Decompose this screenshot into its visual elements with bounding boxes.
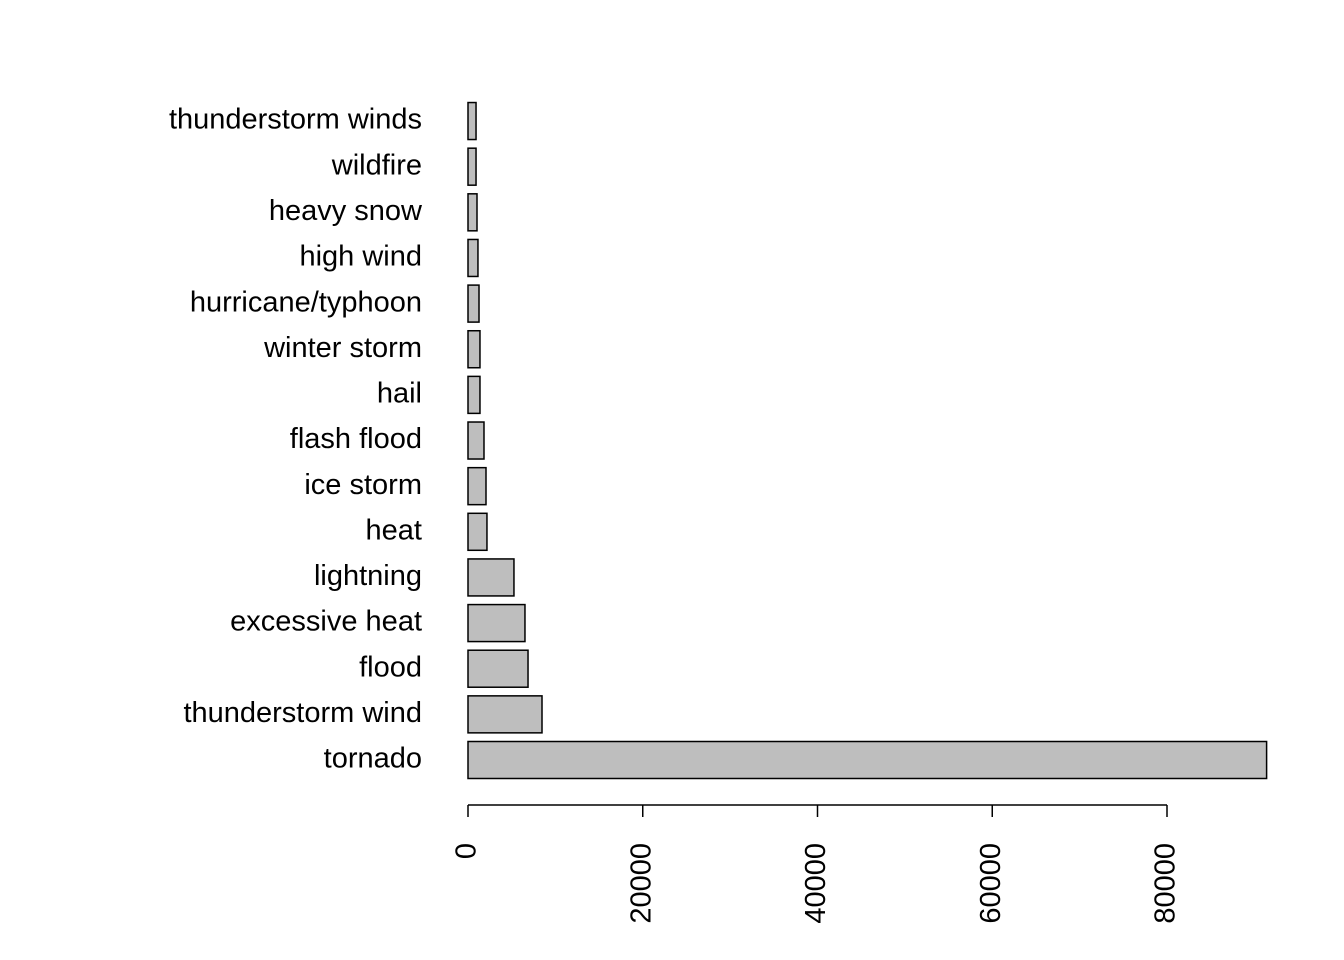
bar (467, 695, 543, 734)
x-tick-label: 60000 (975, 843, 1007, 924)
y-tick-label: tornado (324, 743, 422, 775)
y-tick-label: excessive heat (230, 606, 422, 638)
y-tick-label: lightning (314, 560, 422, 592)
y-tick-label: flood (359, 651, 422, 683)
y-tick-label: thunderstorm wind (183, 697, 422, 729)
bar (467, 329, 481, 369)
y-tick-label: hail (377, 378, 422, 410)
bar (467, 512, 488, 552)
y-tick-label: flash flood (290, 423, 422, 455)
bar (467, 101, 477, 141)
bar (467, 558, 515, 597)
bar (467, 147, 477, 186)
y-tick-label: heat (366, 514, 422, 546)
bar (467, 375, 481, 415)
bar (467, 649, 529, 688)
x-tick-label: 40000 (800, 843, 832, 924)
y-tick-label: wildfire (331, 149, 422, 181)
bar (467, 238, 479, 278)
bar (467, 421, 485, 460)
y-tick-label: winter storm (263, 332, 422, 364)
y-tick-label: high wind (299, 241, 422, 273)
y-tick-label: thunderstorm winds (169, 104, 422, 136)
bar (467, 740, 1268, 780)
x-tick-label: 20000 (625, 843, 657, 924)
x-tick-label: 0 (451, 843, 483, 859)
y-tick-label: ice storm (304, 469, 422, 501)
bar (467, 466, 487, 506)
x-tick-label: 80000 (1150, 843, 1182, 924)
y-tick-label: hurricane/typhoon (190, 286, 422, 318)
bar (467, 284, 480, 323)
y-tick-label: heavy snow (269, 195, 423, 227)
bar (467, 603, 526, 643)
bar (467, 193, 478, 232)
